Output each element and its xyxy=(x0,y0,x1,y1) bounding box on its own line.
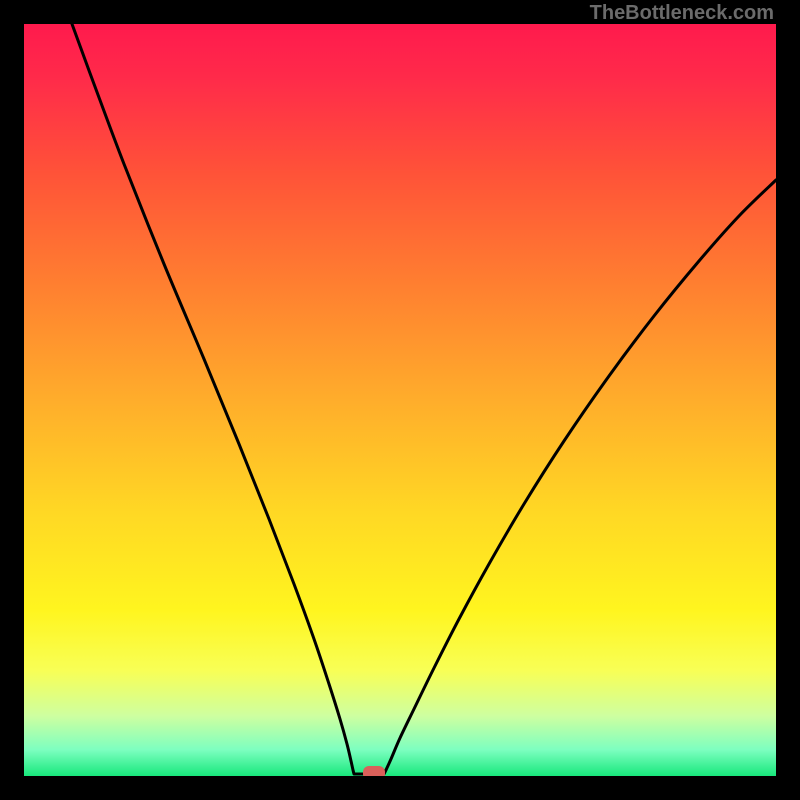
bottleneck-curve xyxy=(24,24,776,776)
minimum-marker xyxy=(363,766,385,776)
chart-frame: TheBottleneck.com xyxy=(0,0,800,800)
watermark-text: TheBottleneck.com xyxy=(590,2,774,25)
plot-area xyxy=(24,24,776,776)
